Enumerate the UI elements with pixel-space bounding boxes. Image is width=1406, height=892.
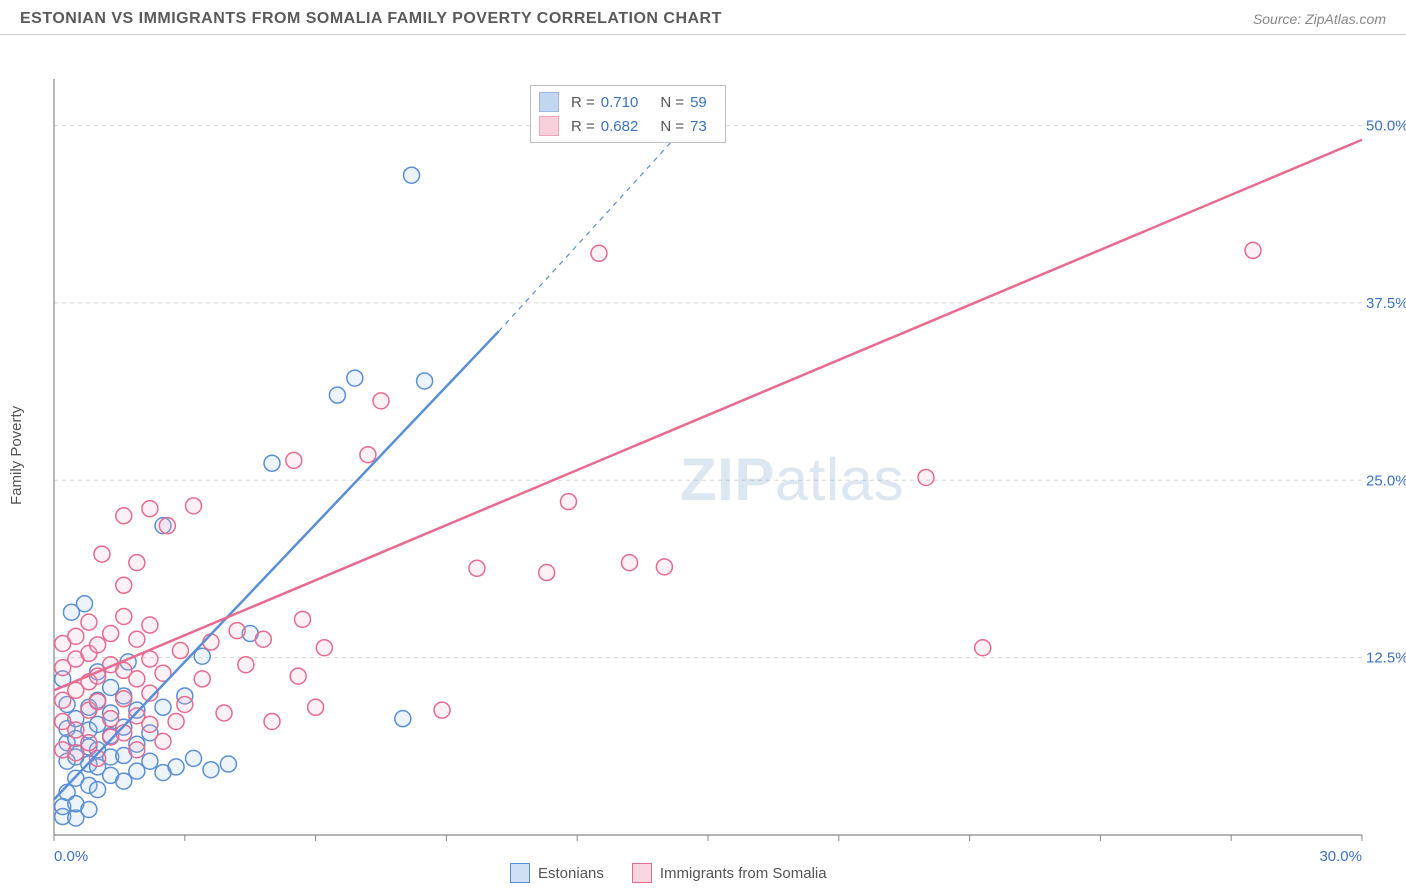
legend-swatch-1 — [632, 863, 652, 883]
series-legend: Estonians Immigrants from Somalia — [510, 863, 827, 883]
chart-container: Family Poverty ZIPatlas 12.5%25.0%37.5%5… — [0, 35, 1406, 885]
svg-text:12.5%: 12.5% — [1366, 650, 1406, 667]
y-axis-label: Family Poverty — [8, 406, 25, 505]
chart-header: ESTONIAN VS IMMIGRANTS FROM SOMALIA FAMI… — [0, 0, 1406, 35]
legend-swatch-0 — [510, 863, 530, 883]
legend-item-0: Estonians — [510, 863, 604, 883]
chart-title: ESTONIAN VS IMMIGRANTS FROM SOMALIA FAMI… — [20, 10, 722, 28]
correlation-legend: R = 0.710 N = 59 R = 0.682 N = 73 — [530, 85, 726, 143]
swatch-series-1 — [539, 116, 559, 136]
svg-text:0.0%: 0.0% — [54, 848, 88, 865]
svg-text:37.5%: 37.5% — [1366, 295, 1406, 312]
legend-item-1: Immigrants from Somalia — [632, 863, 827, 883]
legend-row-series-0: R = 0.710 N = 59 — [539, 90, 717, 114]
scatter-plot-svg: 12.5% 25.0% 37.5% 50.0% 0.0% 30.0% — [0, 35, 1406, 875]
svg-text:30.0%: 30.0% — [1319, 848, 1362, 865]
chart-source: Source: ZipAtlas.com — [1253, 11, 1386, 27]
svg-text:50.0%: 50.0% — [1366, 118, 1406, 135]
svg-text:25.0%: 25.0% — [1366, 472, 1406, 489]
swatch-series-0 — [539, 92, 559, 112]
legend-label-0: Estonians — [538, 865, 604, 882]
legend-label-1: Immigrants from Somalia — [660, 865, 827, 882]
legend-row-series-1: R = 0.682 N = 73 — [539, 114, 717, 138]
